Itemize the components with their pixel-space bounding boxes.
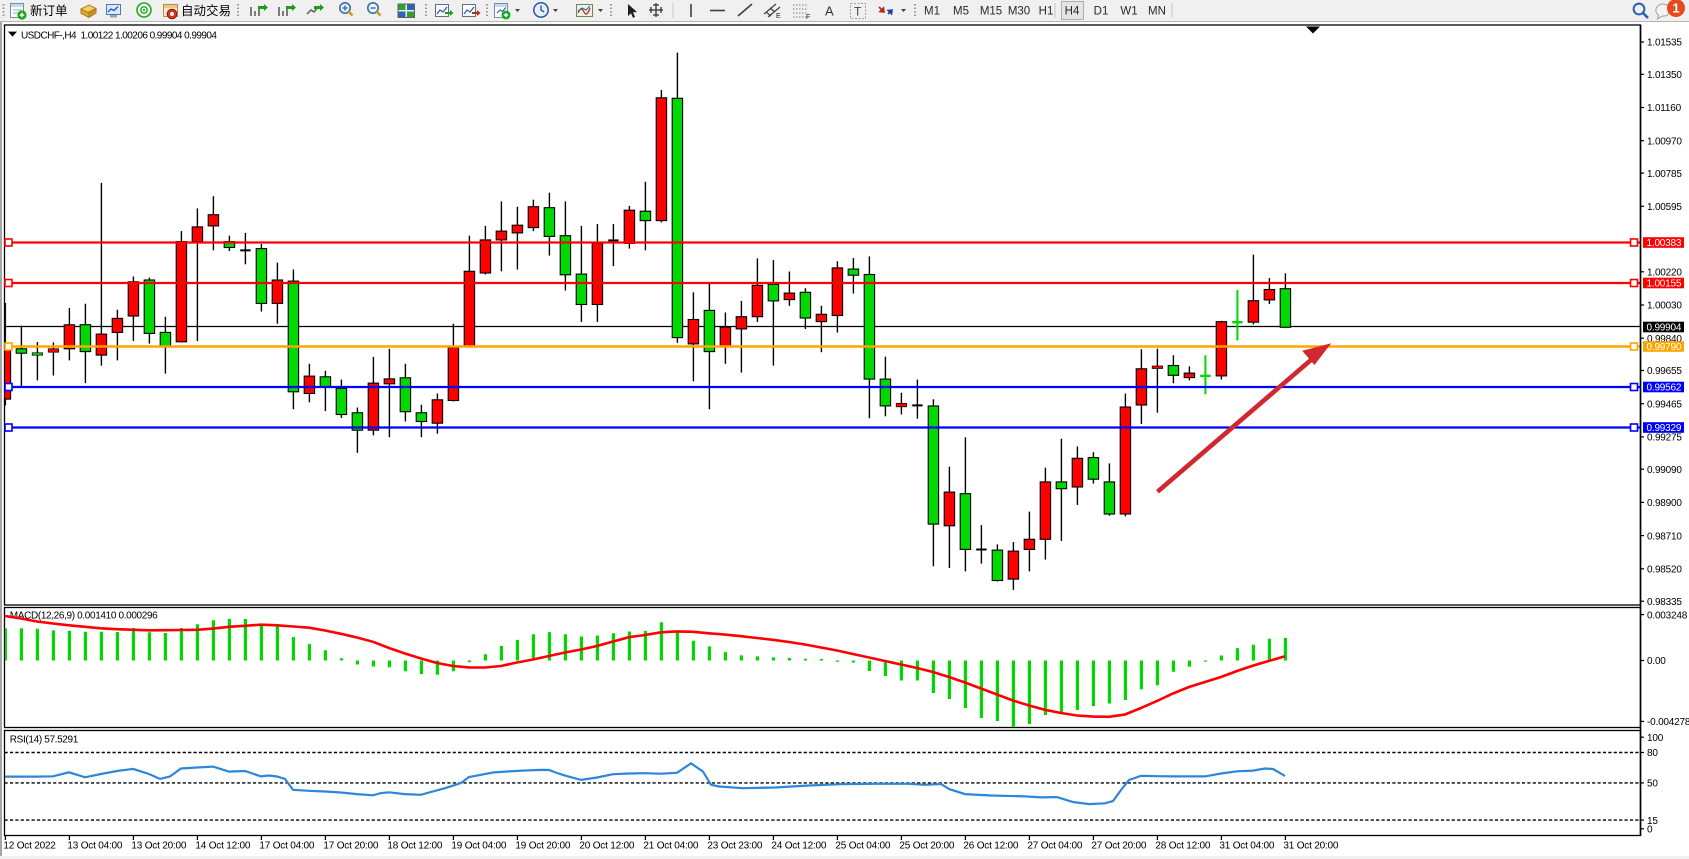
svg-text:M1: M1 [924, 6, 940, 18]
svg-text:20 Oct 12:00: 20 Oct 12:00 [579, 841, 634, 852]
svg-text:0.003248: 0.003248 [1647, 610, 1688, 621]
svg-text:19 Oct 20:00: 19 Oct 20:00 [515, 841, 570, 852]
svg-text:17 Oct 04:00: 17 Oct 04:00 [259, 841, 314, 852]
svg-text:28 Oct 12:00: 28 Oct 12:00 [1155, 841, 1210, 852]
svg-text:12 Oct 2022: 12 Oct 2022 [3, 841, 56, 852]
svg-text:0.98520: 0.98520 [1647, 565, 1682, 576]
svg-text:1.00155: 1.00155 [1647, 279, 1682, 290]
svg-text:1.00970: 1.00970 [1647, 136, 1682, 147]
svg-text:0.99904: 0.99904 [1647, 323, 1682, 334]
svg-text:1.01160: 1.01160 [1647, 103, 1682, 114]
svg-text:0.99840: 0.99840 [1647, 334, 1682, 345]
svg-text:A: A [825, 4, 834, 19]
svg-text:31 Oct 20:00: 31 Oct 20:00 [1283, 841, 1338, 852]
svg-text:0.98335: 0.98335 [1647, 597, 1682, 608]
svg-text:17 Oct 20:00: 17 Oct 20:00 [323, 841, 378, 852]
svg-text:13 Oct 04:00: 13 Oct 04:00 [67, 841, 122, 852]
svg-text:-0.004278: -0.004278 [1647, 717, 1689, 728]
svg-text:1.01350: 1.01350 [1647, 70, 1682, 81]
svg-text:1.00383: 1.00383 [1647, 238, 1682, 249]
svg-text:1.00030: 1.00030 [1647, 301, 1682, 312]
svg-text:27 Oct 04:00: 27 Oct 04:00 [1027, 841, 1082, 852]
svg-text:31 Oct 04:00: 31 Oct 04:00 [1219, 841, 1274, 852]
svg-text:USDCHF-,H4 1.00122 1.00206 0.: USDCHF-,H4 1.00122 1.00206 0.99904 0.999… [21, 31, 217, 42]
svg-text:26 Oct 12:00: 26 Oct 12:00 [963, 841, 1018, 852]
svg-text:1.00785: 1.00785 [1647, 169, 1682, 180]
svg-text:0.99329: 0.99329 [1647, 423, 1682, 434]
svg-text:T: T [854, 5, 862, 19]
svg-text:H4: H4 [1065, 6, 1080, 18]
svg-text:新订单: 新订单 [30, 3, 68, 18]
svg-text:0.99562: 0.99562 [1647, 383, 1682, 394]
svg-text:27 Oct 20:00: 27 Oct 20:00 [1091, 841, 1146, 852]
svg-text:100: 100 [1647, 733, 1664, 744]
svg-text:15: 15 [1647, 816, 1658, 827]
svg-text:1.01535: 1.01535 [1647, 38, 1682, 49]
svg-text:25 Oct 20:00: 25 Oct 20:00 [899, 841, 954, 852]
svg-text:M30: M30 [1008, 6, 1030, 18]
svg-text:H1: H1 [1039, 6, 1054, 18]
svg-text:D1: D1 [1094, 6, 1109, 18]
svg-text:1.00595: 1.00595 [1647, 202, 1682, 213]
svg-text:1.00220: 1.00220 [1647, 268, 1682, 279]
svg-text:24 Oct 12:00: 24 Oct 12:00 [771, 841, 826, 852]
svg-text:21 Oct 04:00: 21 Oct 04:00 [643, 841, 698, 852]
svg-text:自动交易: 自动交易 [181, 3, 231, 18]
svg-text:M15: M15 [980, 6, 1002, 18]
svg-text:14 Oct 12:00: 14 Oct 12:00 [195, 841, 250, 852]
svg-text:0.99655: 0.99655 [1647, 366, 1682, 377]
svg-text:0.99275: 0.99275 [1647, 433, 1682, 444]
svg-text:MN: MN [1148, 6, 1166, 18]
svg-text:19 Oct 04:00: 19 Oct 04:00 [451, 841, 506, 852]
svg-text:0.00: 0.00 [1647, 656, 1666, 667]
svg-text:1: 1 [1672, 1, 1679, 16]
svg-text:50: 50 [1647, 779, 1658, 790]
svg-text:23 Oct 23:00: 23 Oct 23:00 [707, 841, 762, 852]
svg-text:0.99465: 0.99465 [1647, 399, 1682, 410]
svg-text:18 Oct 12:00: 18 Oct 12:00 [387, 841, 442, 852]
svg-text:E: E [776, 13, 781, 20]
svg-text:MACD(12,26,9) 0.001410 0.00029: MACD(12,26,9) 0.001410 0.000296 [10, 611, 158, 622]
svg-text:F: F [806, 14, 810, 21]
svg-text:RSI(14) 57.5291: RSI(14) 57.5291 [10, 735, 79, 746]
svg-text:0.98710: 0.98710 [1647, 531, 1682, 542]
svg-text:W1: W1 [1120, 6, 1137, 18]
svg-text:0.99790: 0.99790 [1647, 342, 1682, 353]
svg-text:0.98900: 0.98900 [1647, 498, 1682, 509]
svg-text:0.99090: 0.99090 [1647, 465, 1682, 476]
svg-text:13 Oct 20:00: 13 Oct 20:00 [131, 841, 186, 852]
svg-text:M5: M5 [953, 6, 969, 18]
svg-text:25 Oct 04:00: 25 Oct 04:00 [835, 841, 890, 852]
svg-text:0: 0 [1647, 825, 1653, 836]
svg-text:80: 80 [1647, 748, 1658, 759]
